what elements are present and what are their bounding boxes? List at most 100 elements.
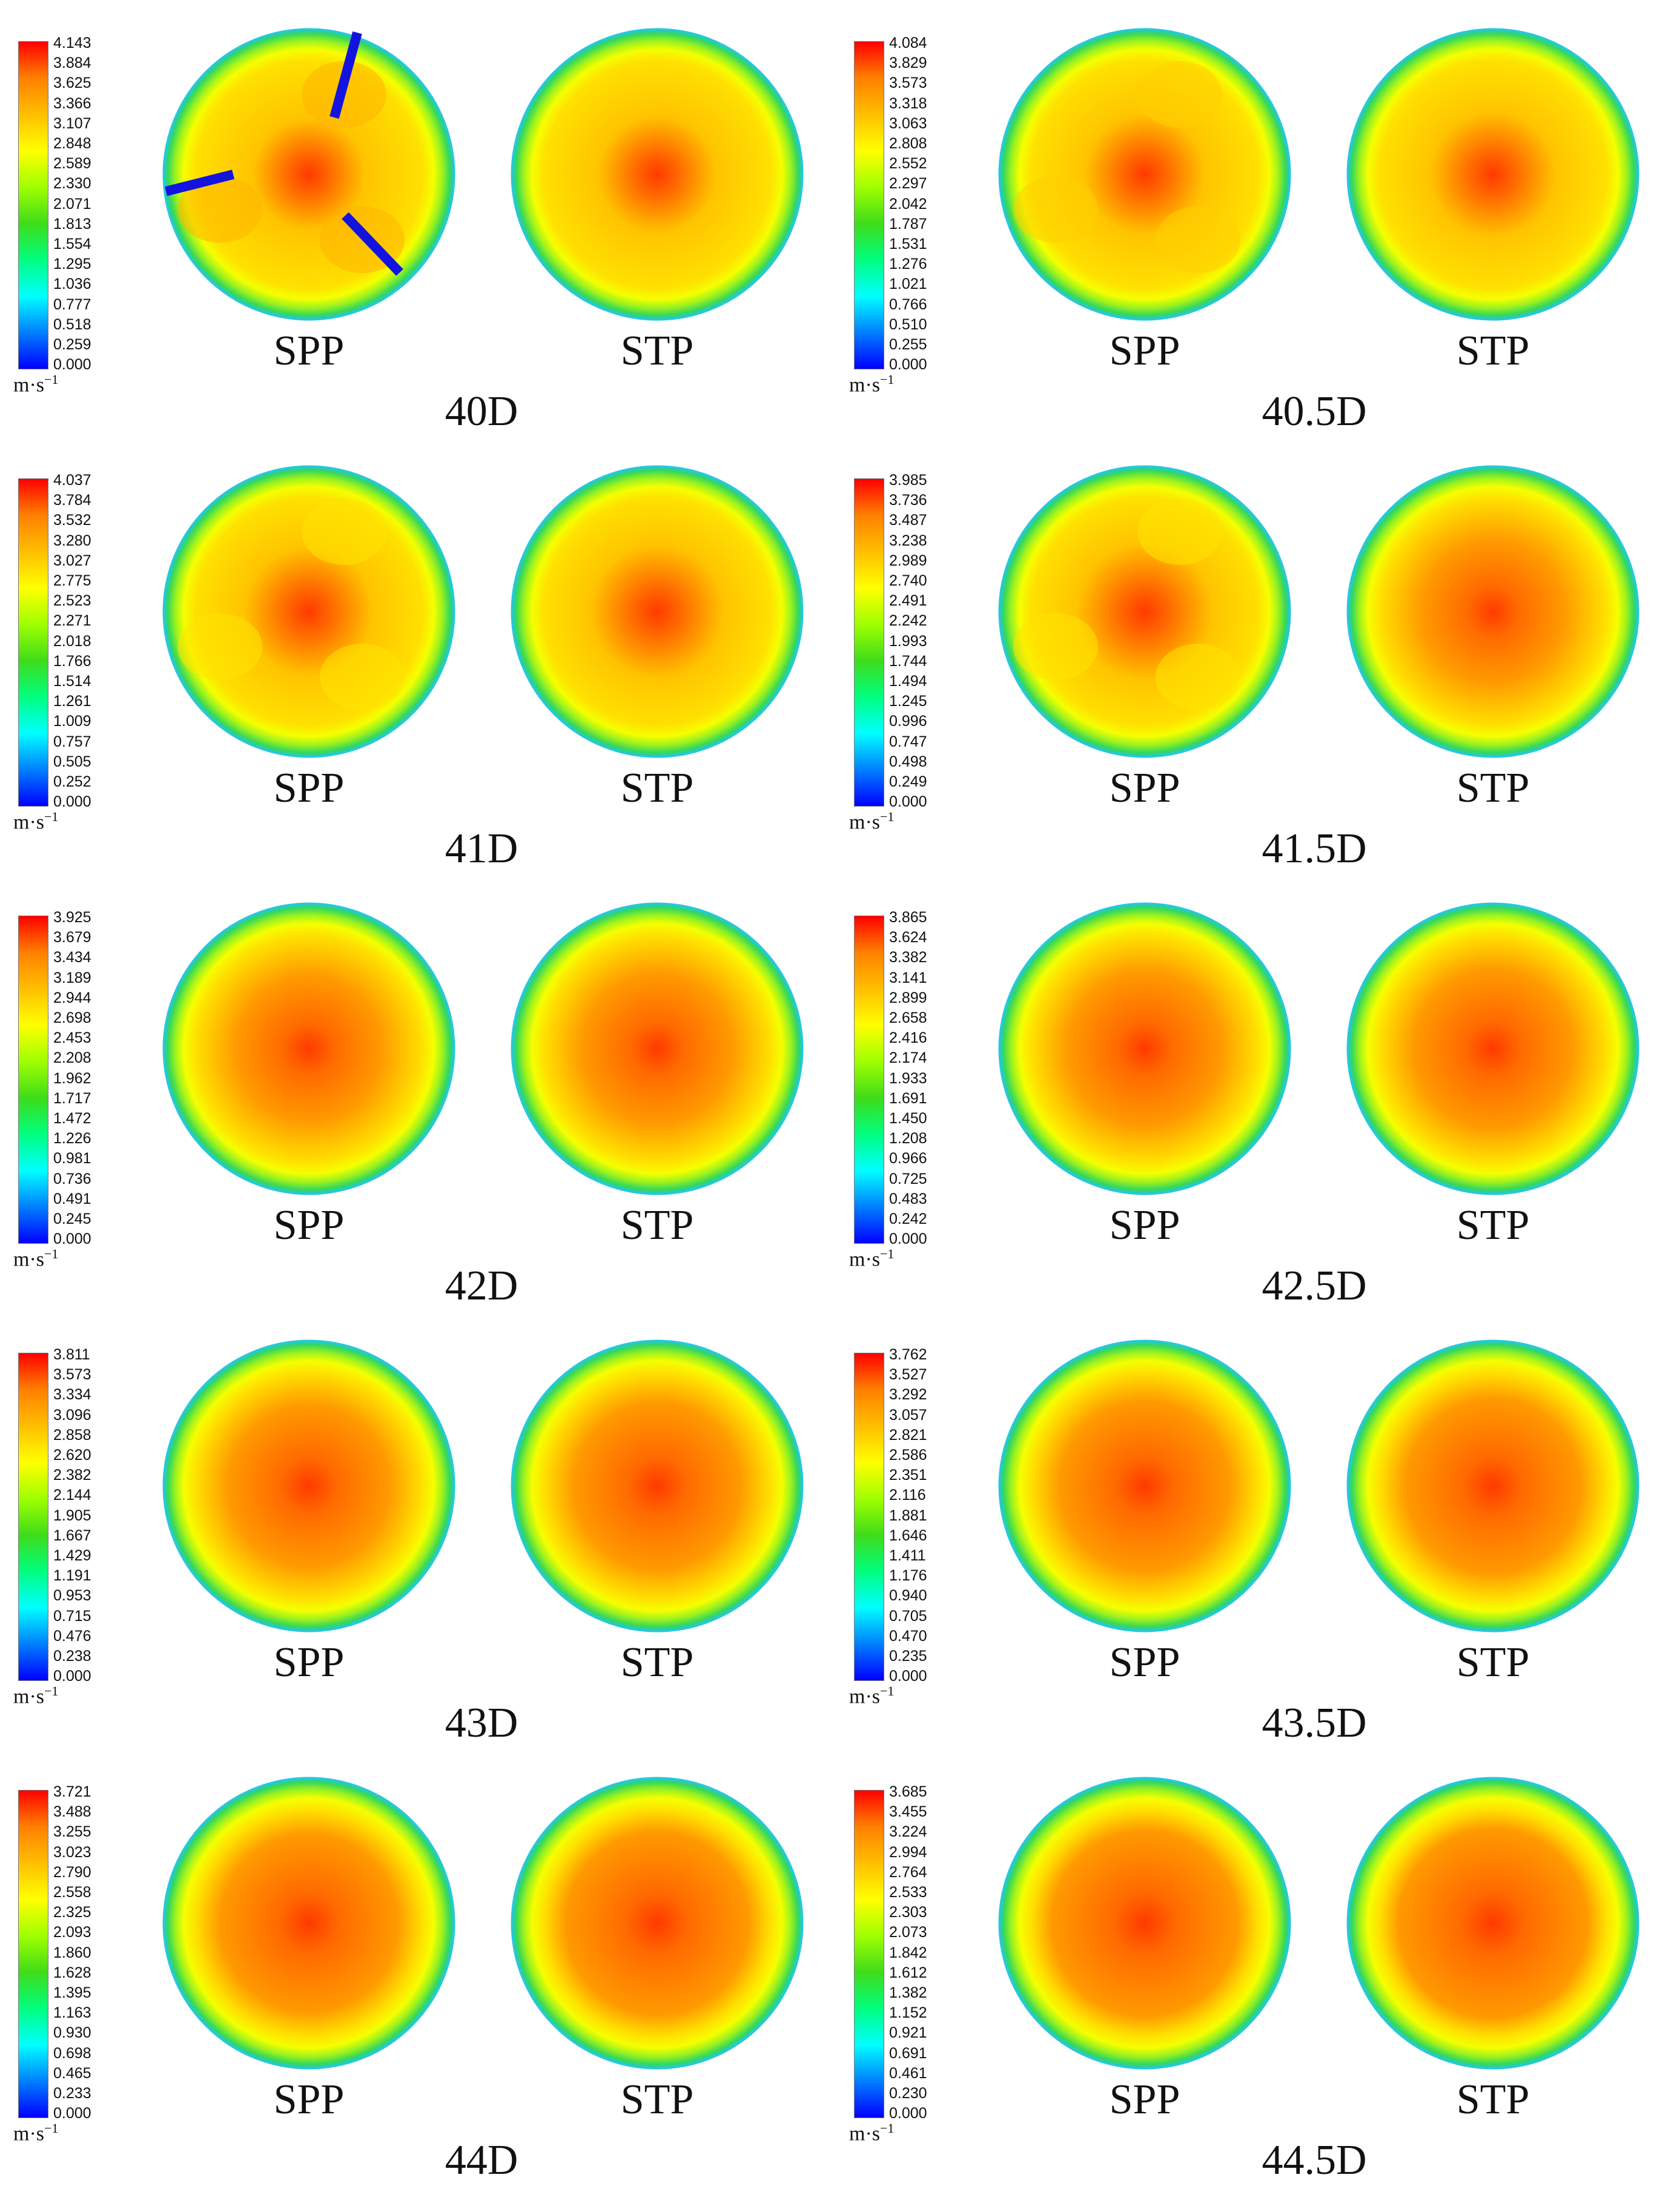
- contour-panel: 3.865 3.624 3.382 3.141 2.899 2.658 2.416 2.174…: [836, 874, 1671, 1312]
- colorbar-tick-label: 0.940: [889, 1587, 927, 1605]
- stp-contour-plot: [511, 902, 804, 1195]
- colorbar-tick-label: 1.881: [889, 1507, 927, 1524]
- colorbar-tick-label: 3.811: [53, 1346, 90, 1363]
- spp-contour-plot: [998, 28, 1291, 321]
- swirl-plate-blade: [165, 170, 234, 196]
- spp-label: SPP: [1109, 1639, 1180, 1686]
- colorbar-tick-label: 2.351: [889, 1467, 927, 1484]
- unit-exponent: −1: [44, 809, 59, 824]
- colorbar: [854, 41, 884, 369]
- stp-contour-plot: [1346, 465, 1640, 758]
- colorbar-tick-label: 2.297: [889, 175, 927, 193]
- colorbar-tick-label: 3.573: [53, 1366, 91, 1384]
- panel-position-label: 41D: [445, 825, 518, 872]
- contour-field: [511, 465, 804, 758]
- spp-cross-section: [162, 1339, 455, 1633]
- colorbar-tick-label: 1.261: [53, 693, 91, 710]
- unit-exponent: −1: [880, 372, 895, 387]
- contour-field: [998, 1777, 1291, 2070]
- colorbar-tick-label: 0.698: [53, 2044, 91, 2062]
- colorbar-tick-label: 3.488: [53, 1803, 91, 1821]
- unit-base: m·s: [849, 2122, 880, 2145]
- contour-panel: 3.811 3.573 3.334 3.096 2.858 2.620 2.382 2.144…: [0, 1312, 836, 1749]
- unit-exponent: −1: [880, 1246, 895, 1261]
- colorbar-tick-label: 3.027: [53, 552, 91, 569]
- colorbar-tick-label: 1.993: [889, 632, 927, 650]
- colorbar-tick-label: 1.612: [889, 1964, 927, 1981]
- colorbar-tick-label: 2.303: [889, 1904, 927, 1921]
- colorbar-tick-label: 1.860: [53, 1944, 91, 1961]
- unit-exponent: −1: [880, 1683, 895, 1699]
- colorbar-tick-label: 0.498: [889, 753, 927, 770]
- contour-field: [162, 465, 455, 758]
- colorbar-tick-label: 2.416: [889, 1029, 927, 1047]
- colorbar-tick-label: 1.411: [889, 1547, 926, 1564]
- colorbar: [18, 1353, 48, 1681]
- colorbar: [854, 1790, 884, 2118]
- colorbar-tick-label: 2.071: [53, 195, 91, 213]
- stp-label: STP: [1456, 328, 1530, 374]
- colorbar-tick-label: 2.994: [889, 1843, 927, 1861]
- stp-label: STP: [620, 2076, 694, 2123]
- colorbar-tick-label: 2.589: [53, 155, 91, 173]
- colorbar-tick-label: 2.586: [889, 1447, 927, 1464]
- stp-cross-section: [1346, 1339, 1640, 1633]
- contour-field: [162, 1339, 455, 1633]
- colorbar-tick-label: 1.628: [53, 1964, 91, 1981]
- contour-panel: 3.721 3.488 3.255 3.023 2.790 2.558 2.325 2.093…: [0, 1749, 836, 2186]
- colorbar-tick-label: 2.821: [889, 1426, 927, 1444]
- colorbar-tick-label: 0.510: [889, 315, 927, 333]
- stp-cross-section: [511, 902, 804, 1195]
- colorbar-tick-label: 0.953: [53, 1587, 91, 1605]
- colorbar-tick-label: 1.176: [889, 1567, 927, 1585]
- colorbar-tick-label: 1.276: [889, 256, 927, 273]
- colorbar-tick-label: 0.259: [53, 336, 91, 353]
- spp-contour-plot: [998, 465, 1291, 758]
- colorbar-tick-label: 0.252: [53, 773, 91, 790]
- contour-field: [1346, 1339, 1640, 1633]
- panel-position-label: 41.5D: [1262, 825, 1367, 872]
- colorbar-tick-label: 0.000: [889, 793, 927, 811]
- colorbar-tick-label: 3.884: [53, 54, 91, 72]
- colorbar-tick-label: 2.453: [53, 1029, 91, 1047]
- colorbar-tick-label: 1.494: [889, 673, 927, 690]
- spp-label: SPP: [273, 328, 345, 374]
- contour-field: [998, 902, 1291, 1195]
- panel-position-label: 44D: [445, 2137, 518, 2184]
- unit-exponent: −1: [44, 1683, 59, 1699]
- colorbar-tick-label: 3.784: [53, 492, 91, 509]
- colorbar-tick-label: 2.620: [53, 1447, 91, 1464]
- colorbar-tick-label: 4.084: [889, 35, 927, 51]
- colorbar-tick-label: 1.813: [53, 215, 91, 233]
- colorbar-tick-label: 3.023: [53, 1843, 91, 1861]
- colorbar-tick-label: 3.736: [889, 492, 927, 509]
- colorbar-tick-label: 1.667: [53, 1527, 91, 1544]
- colorbar-tick-label: 0.491: [53, 1190, 91, 1207]
- colorbar-tick-label: 2.552: [889, 155, 927, 173]
- colorbar-tick-label: 4.143: [53, 35, 91, 51]
- spp-cross-section: [162, 465, 455, 758]
- colorbar-tick-label: 1.787: [889, 215, 927, 233]
- spp-cross-section: [998, 28, 1291, 321]
- colorbar-tick-label: 3.625: [53, 74, 91, 92]
- unit-base: m·s: [13, 811, 44, 834]
- colorbar-tick-label: 0.000: [53, 1230, 91, 1248]
- colorbar-tick-label: 2.271: [53, 612, 91, 630]
- colorbar-tick-label: 0.245: [53, 1210, 91, 1227]
- colorbar-ticks: 4.143 3.884 3.625 3.366 3.107 2.848 2.589 2.330…: [53, 34, 144, 377]
- spp-cross-section: [998, 465, 1291, 758]
- colorbar-tick-label: 3.318: [889, 94, 927, 112]
- colorbar-tick-label: 1.191: [53, 1567, 91, 1585]
- colorbar-ticks: 4.084 3.829 3.573 3.318 3.063 2.808 2.552 2.297…: [889, 34, 980, 377]
- low-velocity-lobe: [320, 644, 405, 710]
- colorbar-unit: m·s−1: [849, 1683, 894, 1708]
- spp-cross-section: [162, 902, 455, 1195]
- unit-base: m·s: [13, 374, 44, 397]
- colorbar-tick-label: 1.382: [889, 1984, 927, 2001]
- colorbar-tick-label: 0.230: [889, 2085, 927, 2102]
- spp-label: SPP: [273, 1202, 345, 1249]
- spp-label: SPP: [273, 765, 345, 811]
- colorbar-ticks: 3.811 3.573 3.334 3.096 2.858 2.620 2.382 2.144…: [53, 1345, 144, 1688]
- contour-panel: 4.084 3.829 3.573 3.318 3.063 2.808 2.552 2.297…: [836, 0, 1671, 437]
- spp-cross-section: [998, 1777, 1291, 2070]
